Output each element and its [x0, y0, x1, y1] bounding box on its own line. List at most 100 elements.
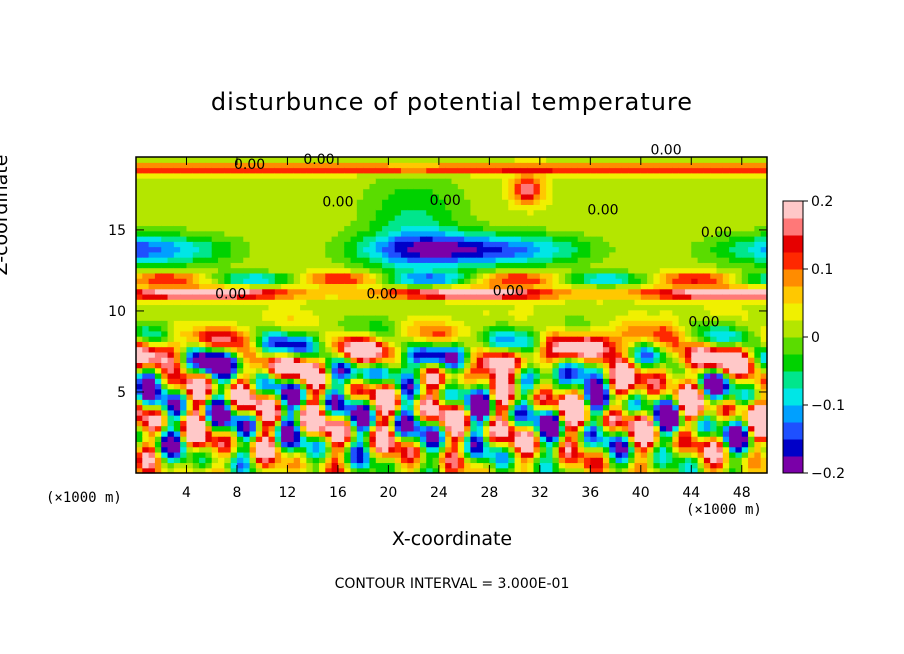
heatmap-cell	[382, 251, 389, 258]
heatmap-cell	[293, 336, 301, 342]
heatmap-cell	[514, 288, 522, 295]
heatmap-cell	[407, 341, 415, 348]
heatmap-cell	[533, 209, 541, 216]
heatmap-cell	[192, 430, 200, 437]
heatmap-cell	[584, 267, 591, 274]
heatmap-cell	[161, 462, 169, 469]
heatmap-cell	[565, 409, 572, 416]
heatmap-cell	[451, 362, 459, 369]
heatmap-cell	[602, 441, 610, 448]
heatmap-cell	[394, 362, 402, 369]
heatmap-cell	[621, 283, 629, 290]
heatmap-cell	[394, 462, 402, 469]
heatmap-cell	[432, 367, 440, 374]
heatmap-cell	[199, 299, 207, 306]
heatmap-cell	[508, 420, 516, 427]
heatmap-cell	[382, 272, 389, 279]
heatmap-cell	[369, 399, 377, 406]
heatmap-cell	[533, 257, 541, 263]
heatmap-cell	[621, 288, 629, 295]
heatmap-cell	[621, 267, 629, 274]
heatmap-cell	[445, 209, 453, 216]
heatmap-cell	[483, 193, 490, 200]
heatmap-cell	[136, 246, 143, 253]
heatmap-cell	[457, 236, 465, 242]
heatmap-cell	[281, 262, 289, 269]
heatmap-cell	[457, 209, 465, 216]
heatmap-cell	[306, 193, 314, 200]
heatmap-cell	[508, 283, 516, 290]
heatmap-cell	[192, 399, 200, 406]
heatmap-cell	[401, 204, 408, 211]
heatmap-cell	[508, 183, 516, 190]
heatmap-cell	[186, 309, 194, 316]
heatmap-cell	[300, 436, 307, 442]
heatmap-cell	[533, 388, 541, 395]
heatmap-cell	[375, 357, 383, 363]
heatmap-cell	[501, 430, 509, 437]
heatmap-cell	[438, 415, 446, 421]
heatmap-cell	[262, 162, 270, 169]
heatmap-cell	[136, 467, 143, 474]
heatmap-cell	[520, 199, 528, 205]
heatmap-cell	[539, 372, 547, 379]
heatmap-cell	[142, 172, 150, 179]
heatmap-cell	[148, 188, 156, 195]
heatmap-cell	[483, 325, 490, 332]
heatmap-cell	[356, 404, 364, 411]
heatmap-cell	[407, 462, 415, 469]
heatmap-cell	[218, 288, 225, 295]
heatmap-cell	[432, 272, 440, 279]
heatmap-cell	[590, 183, 598, 190]
heatmap-cell	[375, 436, 383, 442]
heatmap-cell	[413, 299, 421, 306]
heatmap-cell	[180, 278, 188, 284]
heatmap-cell	[136, 336, 143, 342]
heatmap-cell	[363, 251, 371, 258]
heatmap-cell	[312, 394, 320, 400]
heatmap-cell	[539, 425, 547, 432]
heatmap-cell	[470, 230, 478, 237]
heatmap-cell	[634, 446, 642, 453]
heatmap-cell	[262, 199, 270, 205]
heatmap-cell	[369, 225, 377, 232]
heatmap-cell	[211, 167, 219, 174]
heatmap-cell	[407, 157, 415, 163]
heatmap-cell	[274, 462, 282, 469]
heatmap-cell	[426, 436, 434, 442]
heatmap-cell	[350, 320, 358, 327]
heatmap-cell	[325, 404, 333, 411]
heatmap-cell	[312, 246, 320, 253]
heatmap-cell	[565, 288, 572, 295]
heatmap-cell	[173, 415, 181, 421]
heatmap-cell	[413, 262, 421, 269]
heatmap-cell	[451, 330, 459, 337]
heatmap-cell	[520, 372, 528, 379]
heatmap-cell	[590, 172, 598, 179]
heatmap-cell	[180, 293, 188, 300]
heatmap-cell	[426, 351, 434, 358]
heatmap-cell	[287, 220, 295, 227]
heatmap-cell	[451, 283, 459, 290]
heatmap-cell	[584, 394, 591, 400]
heatmap-cell	[180, 451, 188, 458]
heatmap-cell	[300, 246, 307, 253]
heatmap-cell	[249, 399, 257, 406]
heatmap-cell	[262, 336, 270, 342]
heatmap-cell	[590, 315, 598, 321]
heatmap-cell	[331, 267, 339, 274]
heatmap-cell	[647, 404, 655, 411]
heatmap-cell	[501, 399, 509, 406]
heatmap-cell	[432, 457, 440, 464]
heatmap-cell	[136, 157, 143, 163]
heatmap-cell	[394, 467, 402, 474]
heatmap-cell	[558, 251, 566, 258]
heatmap-cell	[584, 299, 591, 306]
heatmap-cell	[369, 293, 377, 300]
heatmap-cell	[438, 330, 446, 337]
heatmap-cell	[154, 220, 162, 227]
heatmap-cell	[653, 357, 661, 363]
heatmap-cell	[634, 230, 642, 237]
heatmap-cell	[318, 325, 326, 332]
heatmap-cell	[483, 404, 490, 411]
